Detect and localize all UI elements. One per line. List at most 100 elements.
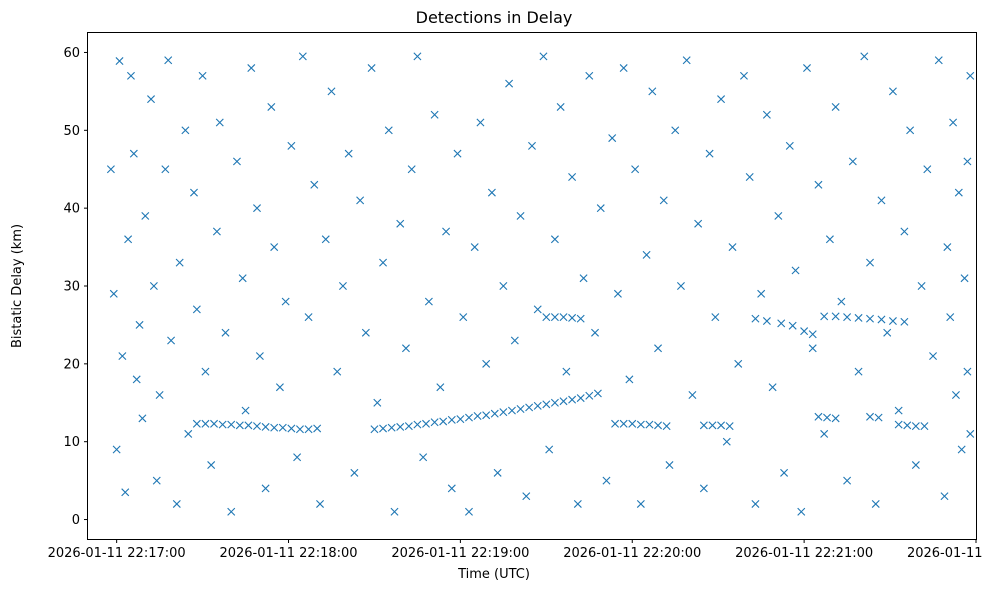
detection-point [493, 468, 502, 477]
detection-point [267, 102, 276, 111]
detection-point [542, 400, 551, 409]
detection-point [814, 412, 823, 421]
detection-point [181, 126, 190, 135]
detection-point [430, 418, 439, 427]
detection-point [831, 102, 840, 111]
detection-point [820, 312, 829, 321]
detection-point [585, 391, 594, 400]
x-tick-label: 2026-01-11 22:19:00 [391, 546, 529, 561]
detection-point [559, 397, 568, 406]
detection-point [591, 328, 600, 337]
detection-point [843, 313, 852, 322]
detection-point [124, 235, 133, 244]
detection-point [957, 445, 966, 454]
detection-point [573, 499, 582, 508]
detection-point [141, 211, 150, 220]
detection-point [115, 57, 124, 66]
detection-point [568, 313, 577, 322]
detection-point [370, 425, 379, 434]
detection-point [135, 320, 144, 329]
detection-point [768, 383, 777, 392]
detection-point [576, 394, 585, 403]
detection-point [866, 314, 875, 323]
detection-point [708, 421, 717, 430]
x-tick-label: 2026-01-11 22:20:00 [563, 546, 701, 561]
detection-point [888, 87, 897, 96]
detection-point [774, 211, 783, 220]
y-tick-label: 0 [72, 513, 80, 528]
detection-point [298, 52, 307, 61]
detection-point [722, 437, 731, 446]
detection-point [699, 421, 708, 430]
detection-point [189, 188, 198, 197]
detection-point [960, 274, 969, 283]
detection-point [642, 250, 651, 259]
detection-point [419, 453, 428, 462]
detection-point [631, 165, 640, 174]
detection-point [404, 422, 413, 431]
detection-point [808, 344, 817, 353]
y-tick-label: 50 [63, 124, 80, 139]
y-tick-label: 40 [63, 202, 80, 217]
detection-point [728, 243, 737, 252]
detection-point [860, 52, 869, 61]
detection-point [608, 134, 617, 143]
detection-point [788, 321, 797, 330]
detection-point [751, 499, 760, 508]
detection-point [562, 367, 571, 376]
detection-point [390, 507, 399, 516]
detection-point [470, 243, 479, 252]
detection-point [516, 211, 525, 220]
detection-point [780, 468, 789, 477]
detection-point [490, 409, 499, 418]
detection-point [825, 235, 834, 244]
y-tick-label: 20 [63, 357, 80, 372]
detection-point [112, 445, 121, 454]
detection-point [384, 126, 393, 135]
detection-point [278, 423, 287, 432]
detection-point [192, 419, 201, 428]
detection-point [951, 390, 960, 399]
detection-point [510, 336, 519, 345]
detection-point [808, 330, 817, 339]
detection-point [396, 219, 405, 228]
detection-point [447, 484, 456, 493]
detection-point [396, 422, 405, 431]
detection-point [522, 492, 531, 501]
detection-point [800, 327, 809, 336]
detection-point [659, 196, 668, 205]
x-tick-label: 2026-01-11 22:21:00 [735, 546, 873, 561]
detection-point [877, 315, 886, 324]
detection-point [447, 415, 456, 424]
detection-point [499, 408, 508, 417]
detection-point [161, 165, 170, 174]
y-axis: 0 10 20 30 40 50 60 [63, 46, 88, 528]
detection-point [596, 204, 605, 213]
detection-point [192, 305, 201, 314]
detection-point [247, 64, 256, 73]
detection-point [877, 196, 886, 205]
detection-point [476, 118, 485, 127]
detection-point [654, 421, 663, 430]
detection-point [198, 71, 207, 80]
detection-point [184, 429, 193, 438]
detection-point [275, 383, 284, 392]
detection-point [550, 313, 559, 322]
detection-point [900, 227, 909, 236]
detection-point [118, 352, 127, 361]
detection-point [854, 313, 863, 322]
detection-point [126, 71, 135, 80]
detection-point [227, 507, 236, 516]
detection-point [238, 274, 247, 283]
detection-point [837, 297, 846, 306]
detection-point [762, 110, 771, 119]
y-axis-label: Bistatic Delay (km) [10, 224, 25, 348]
detection-point [676, 282, 685, 290]
detection-point [232, 157, 241, 166]
detection-point [625, 375, 634, 384]
detection-point [525, 403, 534, 412]
detection-point [138, 414, 147, 423]
detection-point [717, 95, 726, 104]
detection-point [545, 445, 554, 454]
detection-point [164, 56, 173, 65]
